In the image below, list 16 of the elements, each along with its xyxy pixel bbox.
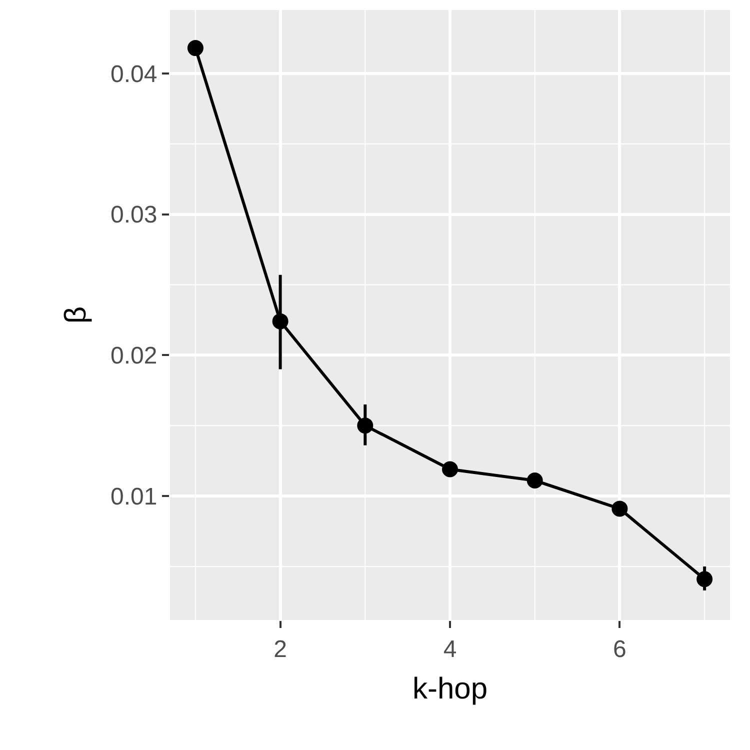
point — [272, 313, 288, 330]
x-tick-label: 2 — [274, 636, 287, 663]
x-axis-title: k-hop — [412, 672, 488, 706]
point — [696, 571, 713, 588]
point — [357, 418, 374, 434]
y-axis-title: β — [59, 306, 92, 324]
y-tick-label: 0.03 — [110, 202, 158, 229]
y-tick-label: 0.04 — [110, 60, 158, 88]
point — [442, 461, 458, 478]
x-tick-label: 6 — [613, 636, 626, 663]
y-tick-label: 0.02 — [110, 342, 158, 370]
point — [612, 500, 628, 517]
point — [526, 472, 543, 489]
x-tick-label: 4 — [443, 636, 457, 663]
point — [187, 40, 204, 56]
y-tick-label: 0.01 — [110, 483, 158, 510]
